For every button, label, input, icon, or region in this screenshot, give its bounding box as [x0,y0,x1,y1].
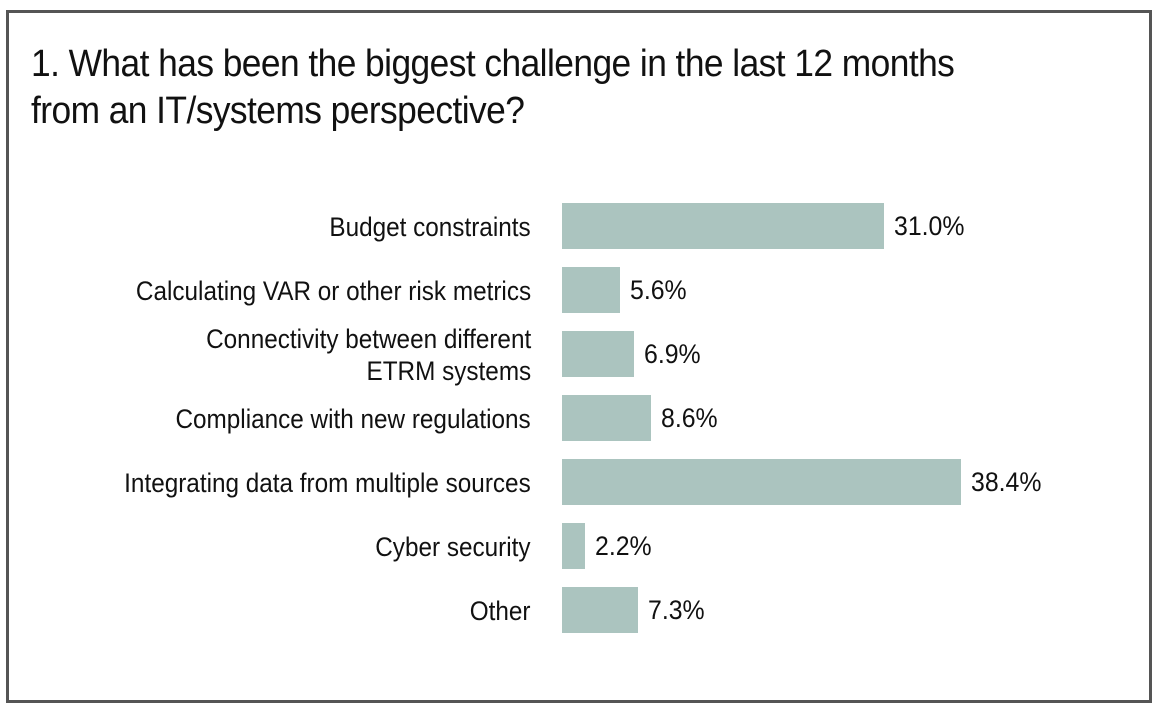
bar [562,203,885,249]
data-label: 8.6% [661,402,718,433]
bar [562,395,652,441]
data-label: 38.4% [970,466,1042,497]
category-label-line: Cyber security [375,532,531,562]
category-label-text: Connectivity between different ETRM syste… [206,323,531,387]
bar-row: Budget constraints 31.0% [9,203,1149,251]
bar [562,459,961,505]
data-label: 2.2% [594,530,652,561]
category-label-line: Other [470,596,531,626]
bar [562,523,585,569]
bar [562,267,621,313]
category-label-text: Other [470,595,531,627]
bar [562,331,634,377]
bar-row: Connectivity between different ETRM syste… [9,324,1149,386]
category-label-line: ETRM systems [366,356,531,386]
category-label-text: Budget constraints [330,211,531,243]
category-label: Connectivity between different ETRM syste… [206,324,531,386]
category-label-line: Calculating VAR or other risk metrics [135,276,531,306]
data-label: 31.0% [894,210,965,241]
category-label-line: Connectivity between different [205,324,531,354]
category-label-line: Integrating data from multiple sources [124,468,531,498]
chart-title-line-1: 1. What has been the biggest challenge i… [31,43,955,85]
category-label-text: Cyber security [376,531,531,563]
category-label: Budget constraints [330,203,531,251]
category-label: Integrating data from multiple sources [124,459,531,507]
category-label-text: Compliance with new regulations [176,403,531,435]
chart-frame: 1. What has been the biggest challenge i… [6,10,1152,703]
category-label: Cyber security [376,523,531,571]
category-label-line: Compliance with new regulations [175,404,531,434]
bar-row: Compliance with new regulations 8.6% [9,395,1149,443]
category-label-text: Calculating VAR or other risk metrics [136,275,531,307]
chart-title: 1. What has been the biggest challenge i… [31,41,1054,135]
category-label: Calculating VAR or other risk metrics [136,267,531,315]
category-label-line: Budget constraints [329,212,531,242]
chart-title-line-2: from an IT/systems perspective? [31,90,525,132]
category-label-text: Integrating data from multiple sources [124,467,531,499]
bar-row: Cyber security 2.2% [9,523,1149,571]
bar-row: Calculating VAR or other risk metrics 5.6… [9,267,1149,315]
category-label: Compliance with new regulations [176,395,531,443]
category-label: Other [470,587,531,635]
bar-row: Integrating data from multiple sources 38… [9,459,1149,507]
bar-row: Other 7.3% [9,587,1149,635]
data-label: 6.9% [643,338,701,369]
data-label: 5.6% [630,274,687,305]
bar [562,587,638,633]
data-label: 7.3% [647,594,705,625]
